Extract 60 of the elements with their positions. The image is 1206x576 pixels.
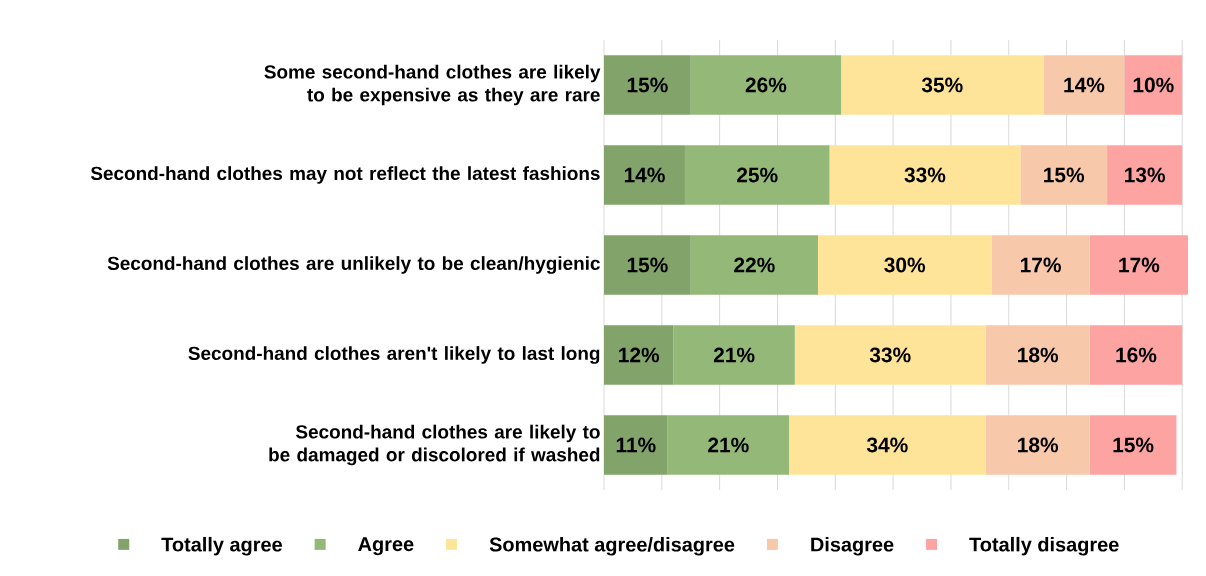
bar [1124,55,1183,115]
bar [604,325,674,385]
data-label: 16% [1116,347,1157,363]
bar [985,415,1090,475]
bar [1089,415,1177,475]
data-label: 21% [708,437,749,453]
bar [817,235,992,295]
bar [690,235,818,295]
data-label: 15% [627,77,668,93]
legend-label: Agree [358,537,414,556]
y-tick-label: Second-hand clothes are unlikely to be clean/hygienic [107,256,600,274]
bar [829,145,1021,205]
data-label: 13% [1125,167,1166,183]
data-label: 15% [1113,437,1154,453]
data-label: 30% [884,257,926,273]
data-label: 15% [1044,167,1085,183]
data-label: 17% [1119,257,1160,273]
data-label: 10% [1133,77,1174,93]
bar [604,415,668,475]
bar [985,325,1090,385]
bar [1089,325,1183,385]
data-label: 35% [921,77,963,93]
data-label: 33% [904,167,946,183]
bar [604,55,691,115]
legend-label: Totally agree [161,536,282,556]
y-tick-label: Second-hand clothes may not reflect the latest fashions [90,166,600,184]
y-tick-label: Some second-hand clothes are likely to be expensive as they are rare [264,64,601,106]
data-label: 26% [745,77,787,93]
bar [604,145,685,205]
data-label: 14% [1064,77,1105,93]
data-label: 21% [713,347,755,363]
bar [841,55,1044,115]
data-label: 22% [734,257,775,273]
bar [1043,55,1125,115]
bar [1107,145,1183,205]
bar [690,55,842,115]
data-label: 18% [1018,347,1059,363]
bar [789,415,986,475]
data-label: 34% [866,437,908,453]
legend-label: Disagree [811,536,894,556]
y-tick-label: Second-hand clothes are likely to be damaged or discolored if washed [269,424,600,466]
legend-label: Somewhat agree/disagree [489,536,735,556]
bar [684,145,830,205]
data-label: 25% [737,167,778,183]
legend-label: Totally disagree [969,536,1119,556]
data-label: 14% [624,167,665,183]
y-tick-label: Second-hand clothes aren't likely to last long [188,346,600,364]
bar [1020,145,1108,205]
bar [604,235,691,295]
bar [991,235,1090,295]
data-label: 18% [1018,437,1059,453]
data-label: 17% [1020,257,1061,273]
data-label: 12% [619,347,660,363]
bar [667,415,790,475]
data-label: 11% [616,437,656,453]
bar [673,325,795,385]
data-label: 15% [627,257,668,273]
data-label: 33% [869,347,911,363]
bar [794,325,986,385]
bar [1089,235,1189,295]
